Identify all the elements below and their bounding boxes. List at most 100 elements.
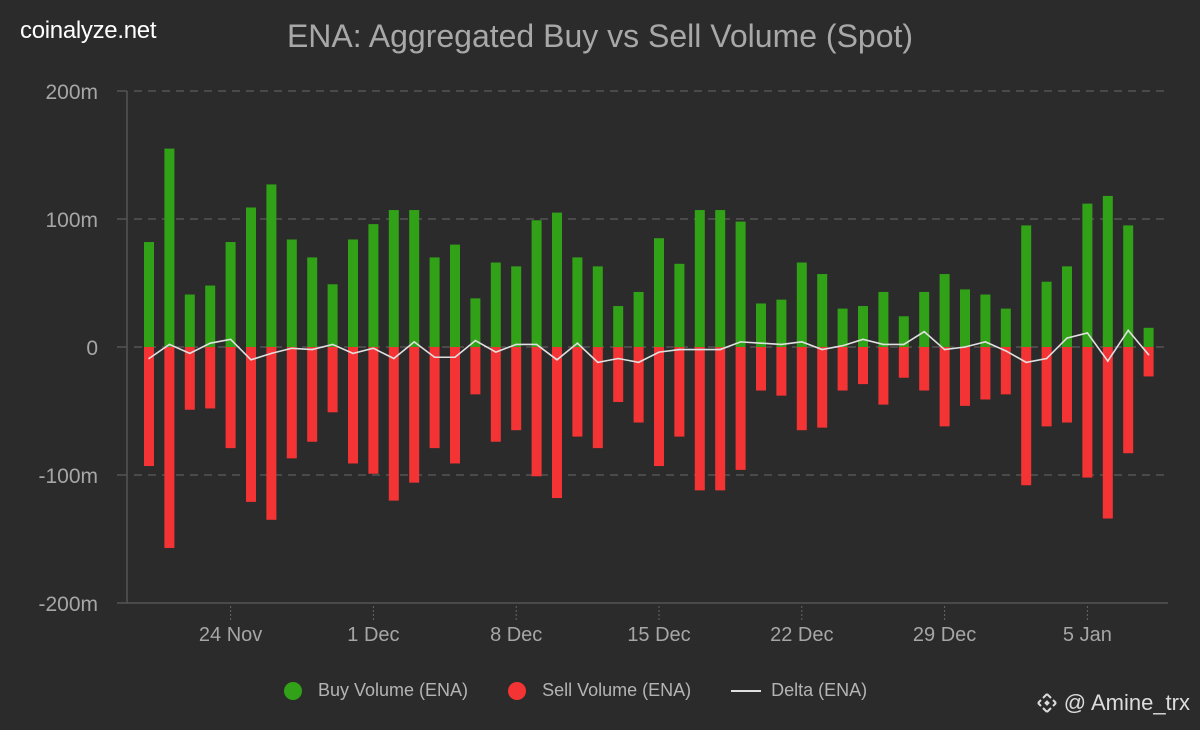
buy-volume-bar xyxy=(633,291,644,347)
buy-volume-bar xyxy=(307,257,318,347)
delta-point xyxy=(433,356,436,359)
sell-volume-bar xyxy=(572,347,583,437)
sell-volume-bar xyxy=(796,347,807,431)
buy-volume-bar xyxy=(694,210,705,347)
sell-volume-bar xyxy=(694,347,705,491)
buy-volume-bar xyxy=(654,238,664,347)
delta-point xyxy=(413,341,416,343)
x-tick-label: 29 Dec xyxy=(913,624,976,646)
buy-volume-bar xyxy=(572,257,583,347)
watermark: @ Amine_trx xyxy=(1036,690,1190,716)
delta-point xyxy=(658,351,660,353)
delta-point xyxy=(556,359,558,361)
sell-volume-bar xyxy=(450,347,460,464)
delta-point xyxy=(1127,329,1129,332)
buy-volume-bar xyxy=(1041,281,1052,347)
delta-point xyxy=(964,346,966,348)
sell-volume-bar xyxy=(817,347,828,428)
brand-logo-text: coinalyze.net xyxy=(20,17,157,44)
y-tick-label: 200m xyxy=(45,81,98,104)
delta-point xyxy=(209,342,211,344)
sell-volume-bar xyxy=(1102,347,1113,519)
buy-volume-bar xyxy=(817,274,828,347)
buy-volume-bar xyxy=(1102,195,1113,347)
sell-volume-bar xyxy=(164,347,175,548)
legend-item-delta[interactable]: Delta (ENA) xyxy=(731,680,867,701)
sell-volume-bar xyxy=(348,347,358,464)
sell-volume-bar xyxy=(592,347,603,449)
sell-volume-bar xyxy=(837,347,848,391)
delta-point xyxy=(1005,350,1007,352)
delta-point xyxy=(1045,357,1048,360)
sell-volume-bar xyxy=(552,347,562,499)
buy-volume-bar xyxy=(1143,327,1154,347)
sell-volume-bar xyxy=(1021,347,1032,486)
y-tick-label: 0 xyxy=(86,337,98,360)
legend-buy-label: Buy Volume (ENA) xyxy=(318,680,469,700)
sell-volume-bar xyxy=(409,347,420,483)
buy-volume-bar xyxy=(470,298,481,347)
y-tick-label: 100m xyxy=(45,209,98,232)
buy-volume-bar xyxy=(960,289,970,347)
buy-volume-bar xyxy=(1021,225,1032,347)
sell-volume-bar xyxy=(1123,347,1134,454)
sell-volume-bar xyxy=(388,347,399,501)
buy-volume-bar xyxy=(552,212,562,347)
legend-item-buy[interactable]: Buy Volume (ENA) xyxy=(284,680,468,701)
delta-point xyxy=(1086,332,1089,334)
sell-volume-bar xyxy=(266,347,277,520)
sell-volume-bar xyxy=(205,347,216,409)
legend-buy-dot-icon xyxy=(284,681,302,700)
buy-volume-bar xyxy=(592,266,603,347)
sell-volume-bar xyxy=(490,347,501,442)
sell-volume-bar xyxy=(654,347,664,467)
sell-volume-bar xyxy=(429,347,440,449)
delta-point xyxy=(1066,337,1068,339)
buy-volume-bar xyxy=(776,299,787,347)
sell-volume-bar xyxy=(939,347,950,427)
delta-point xyxy=(1107,360,1109,362)
sell-volume-bar xyxy=(246,347,256,502)
delta-point xyxy=(903,343,905,346)
buy-volume-bar xyxy=(837,308,848,347)
x-tick-label: 8 Dec xyxy=(490,624,542,646)
delta-point xyxy=(617,357,619,360)
buy-volume-bar xyxy=(184,294,195,347)
sell-volume-bar xyxy=(327,347,338,413)
legend-sell-label: Sell Volume (ENA) xyxy=(542,680,692,700)
sell-volume-bar xyxy=(960,347,970,406)
buy-volume-bar xyxy=(246,207,256,347)
delta-point xyxy=(168,343,171,346)
buy-volume-bar xyxy=(409,210,420,347)
sell-volume-bar xyxy=(184,347,195,410)
buy-volume-bar xyxy=(368,224,379,347)
sell-volume-bar xyxy=(144,347,154,467)
delta-point xyxy=(352,352,354,355)
x-tick-label: 15 Dec xyxy=(627,624,690,646)
delta-point xyxy=(984,341,987,343)
buy-volume-bar xyxy=(531,220,542,347)
buy-volume-bar xyxy=(898,316,909,347)
buy-volume-bar xyxy=(939,274,950,347)
delta-point xyxy=(882,343,885,346)
sell-volume-bar xyxy=(368,347,379,474)
delta-point xyxy=(821,348,823,351)
sell-volume-bar xyxy=(531,347,542,477)
legend-delta-label: Delta (ENA) xyxy=(771,680,868,700)
binance-diamond-icon xyxy=(1037,693,1057,713)
buy-volume-bar xyxy=(450,244,460,347)
legend-item-sell[interactable]: Sell Volume (ENA) xyxy=(508,680,691,701)
delta-point xyxy=(474,339,477,342)
x-tick-label: 5 Jan xyxy=(1063,624,1112,646)
sell-volume-bar xyxy=(286,347,297,459)
delta-point xyxy=(923,330,925,333)
buy-volume-bar xyxy=(164,148,175,347)
delta-point xyxy=(311,348,314,351)
delta-line xyxy=(148,329,1150,364)
buy-volume-bar xyxy=(980,294,991,347)
bars xyxy=(144,148,1154,548)
buy-volume-bar xyxy=(613,306,624,347)
buy-volume-bar xyxy=(1000,308,1011,347)
sell-volume-bar xyxy=(613,347,624,403)
sell-volume-bar xyxy=(470,347,481,395)
